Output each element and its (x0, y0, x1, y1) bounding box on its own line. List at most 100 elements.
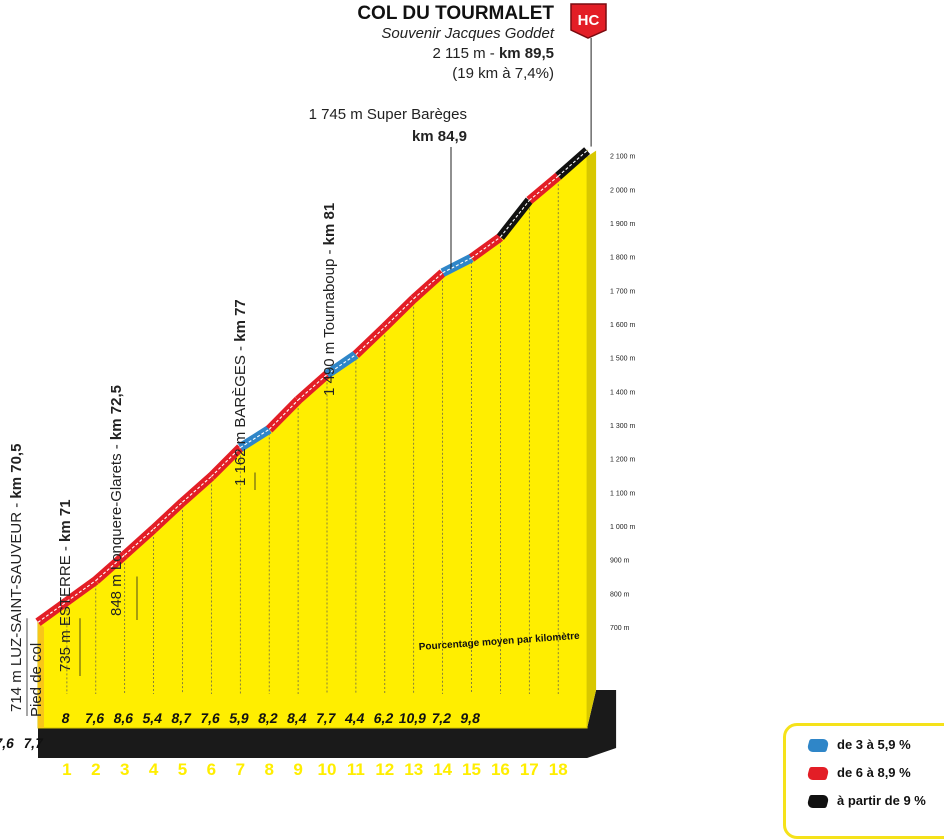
profile-segment-dash (268, 399, 299, 430)
hc-category-flag: HC (570, 3, 607, 39)
summit-subtitle: Souvenir Jacques Goddet (381, 25, 554, 42)
profile-segment-dash (413, 272, 443, 300)
km-label: 18 (549, 760, 568, 779)
y-tick-label: 1 900 m (610, 221, 635, 228)
hc-flag-shape (570, 3, 607, 39)
legend-swatch-black (806, 795, 830, 809)
profile-segment-dash (66, 580, 97, 602)
waypoint-labels: 714 m LUZ-SAINT-SAUVEUR - km 70,5 735 m E… (8, 203, 338, 717)
waypoint-altitude: 735 m ESTERRE - (57, 542, 74, 672)
waypoint-label: 714 m LUZ-SAINT-SAUVEUR - km 70,5 (8, 444, 25, 712)
profile-segment-dash (557, 150, 588, 177)
leader-lines (26, 38, 592, 716)
legend-swatch-blue (806, 739, 830, 753)
gradient-label: 10,9 (398, 710, 428, 726)
summit-altitude: 2 115 m - km 89,5 (357, 44, 554, 64)
waypoint-km: km 81 (321, 203, 338, 246)
profile-gridlines (66, 180, 559, 694)
profile-line (35, 147, 591, 626)
profile-segment-dash (471, 236, 501, 259)
waypoint-km: km 77 (232, 299, 249, 342)
gradient-label: 9,8 (459, 710, 481, 726)
super-bareges-km: km 84,9 (411, 128, 467, 145)
legend-item-red: de 6 à 8,9 % (806, 765, 911, 781)
y-tick-label: 1 000 m (610, 524, 635, 531)
hc-flag-label: HC (578, 12, 600, 29)
summit-block: COL DU TOURMALET Souvenir Jacques Goddet… (357, 4, 554, 84)
y-tick-label: 2 000 m (610, 187, 635, 194)
y-tick-label: 2 100 m (610, 154, 635, 161)
km-label: 9 (293, 760, 302, 779)
summit-name: COL DU TOURMALET (357, 3, 554, 24)
waypoint-extra-label: Pied de col (28, 643, 45, 717)
y-tick-label: 700 m (610, 625, 630, 632)
profile-start-face (38, 622, 44, 728)
waypoint-altitude: 1 490 m Tournaboup - (321, 245, 338, 396)
profile-segment-dash (442, 257, 472, 274)
profile-segment-dash (240, 428, 270, 449)
summit-km: km 89,5 (498, 45, 554, 62)
profile-base (38, 150, 617, 758)
gradient-label: 7,6 (0, 735, 16, 751)
profile-segment-dash (211, 447, 241, 477)
super-bareges-label: 1 745 m Super Barèges km 84,9 (309, 104, 467, 148)
summit-gradient: (19 km à 7,4%) (452, 65, 554, 82)
gradient-label: 8,4 (286, 710, 308, 726)
gradient-label: 6,2 (373, 710, 395, 726)
legend-label-blue: de 3 à 5,9 % (837, 737, 911, 752)
waypoint-altitude: 848 m Lonquere-Glarets - (108, 440, 125, 616)
y-tick-label: 1 400 m (610, 389, 635, 396)
profile-segment-dash (528, 175, 559, 201)
y-tick-label: 1 300 m (610, 423, 635, 430)
legend: de 3 à 5,9 % de 6 à 8,9 % à partir de 9 … (783, 723, 944, 839)
y-axis: 700 m 800 m 900 m 1 000 m 1 100 m 1 200 m 1 30… (610, 154, 635, 632)
waypoint-label: 735 m ESTERRE - km 71 (57, 499, 74, 672)
legend-label-black: à partir de 9 % (837, 793, 926, 808)
km-label: 17 (520, 760, 539, 779)
profile-segment-dash (37, 600, 68, 623)
km-label: 12 (375, 760, 394, 779)
profile-segment-dash (182, 476, 212, 503)
km-label: 10 (318, 760, 337, 779)
profile-segment-dash (124, 528, 154, 556)
waypoint-label: 1 162 m BARÈGES - km 77 (232, 299, 249, 486)
gradient-label: 8,6 (112, 710, 134, 726)
gradient-label: 8 (61, 710, 72, 726)
y-tick-label: 800 m (610, 591, 630, 598)
profile-segment-dash (384, 298, 415, 328)
y-tick-label: 1 100 m (610, 490, 635, 497)
profile-side-face (587, 150, 597, 728)
gradient-label: 5,4 (141, 710, 163, 726)
profile-segment-dash (153, 501, 183, 530)
km-label: 13 (404, 760, 423, 779)
km-label: 6 (207, 760, 216, 779)
profile-segment-dash (326, 354, 357, 375)
gradient-label: 7,6 (84, 710, 106, 726)
legend-item-black: à partir de 9 % (806, 793, 926, 809)
y-tick-label: 1 700 m (610, 288, 635, 295)
profile-segment-dash (499, 200, 530, 238)
gradient-label: 7,6 (199, 710, 221, 726)
waypoint-km: km 70,5 (8, 444, 25, 499)
waypoint-km: km 72,5 (108, 385, 125, 440)
legend-label-red: de 6 à 8,9 % (837, 765, 911, 780)
gradient-label: 7,2 (430, 710, 452, 726)
km-label: 7 (236, 760, 245, 779)
km-labels: 1 2 3 4 5 6 7 8 9 10 11 12 13 14 15 16 17 18 (62, 760, 567, 779)
summit-altitude-value: 2 115 m - (432, 45, 499, 62)
y-tick-label: 1 800 m (610, 255, 635, 262)
super-bareges-altitude: 1 745 m Super Barèges (308, 106, 467, 123)
legend-swatch-red (806, 767, 830, 781)
km-label: 1 (62, 760, 71, 779)
profile-segment-dash (297, 374, 328, 401)
km-label: 16 (491, 760, 510, 779)
base-dark-band (38, 690, 617, 758)
km-label: 14 (433, 760, 452, 779)
y-tick-label: 1 200 m (610, 457, 635, 464)
waypoint-label: 1 490 m Tournaboup - km 81 (321, 203, 338, 396)
legend-item-blue: de 3 à 5,9 % (806, 737, 911, 753)
profile-segment-dash (95, 554, 126, 581)
gradient-label: 5,9 (228, 710, 250, 726)
gradient-label: 7,7 (315, 710, 337, 726)
